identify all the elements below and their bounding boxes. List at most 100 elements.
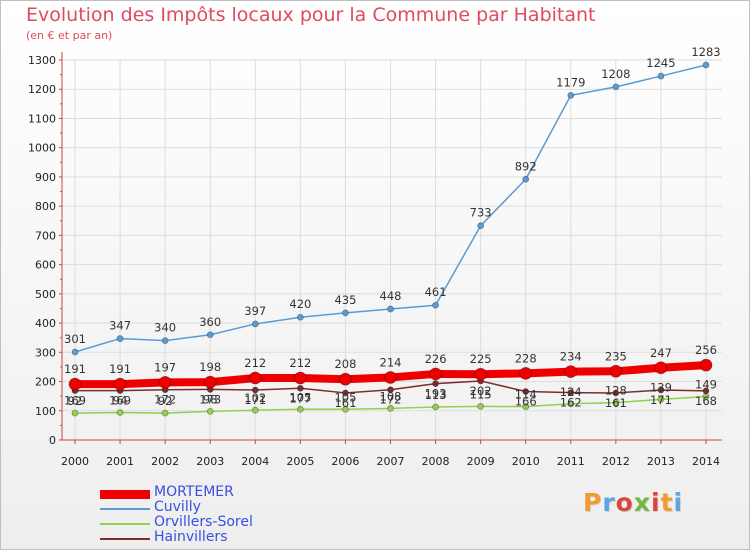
data-label-cuvilly: 892 <box>515 159 537 173</box>
data-point-orvillers-sorel <box>567 400 575 408</box>
data-point-mortemer <box>68 377 82 391</box>
data-point-cuvilly <box>702 61 710 69</box>
data-point-cuvilly <box>71 348 79 356</box>
data-point-orvillers-sorel <box>432 403 439 411</box>
data-label-mortemer: 208 <box>334 357 356 371</box>
data-label-orvillers-sorel: 108 <box>380 389 402 403</box>
data-label-hainvillers: 171 <box>244 393 266 407</box>
data-point-cuvilly <box>612 83 620 91</box>
data-label-hainvillers: 162 <box>560 396 582 410</box>
legend-swatch-orvillers-sorel <box>100 523 150 525</box>
x-tick-label: 2001 <box>106 455 134 468</box>
x-tick-label: 2008 <box>422 455 450 468</box>
x-tick-label: 2010 <box>512 455 540 468</box>
data-point-cuvilly <box>206 331 214 339</box>
y-tick-label: 900 <box>35 171 56 184</box>
data-label-hainvillers: 161 <box>334 396 356 410</box>
data-label-mortemer: 228 <box>515 351 537 365</box>
data-label-cuvilly: 1179 <box>556 75 585 89</box>
data-point-mortemer <box>158 376 172 389</box>
y-tick-label: 800 <box>35 200 56 213</box>
data-label-hainvillers: 168 <box>695 394 717 408</box>
data-point-hainvillers <box>522 388 530 395</box>
data-point-orvillers-sorel <box>296 405 304 413</box>
x-tick-label: 2012 <box>602 455 630 468</box>
y-tick-label: 1100 <box>28 112 56 125</box>
data-label-mortemer: 226 <box>425 352 447 366</box>
data-point-hainvillers <box>612 389 620 397</box>
data-label-cuvilly: 397 <box>244 304 266 318</box>
data-point-orvillers-sorel <box>387 405 394 412</box>
data-point-mortemer <box>519 366 533 380</box>
data-label-hainvillers: 177 <box>289 391 311 405</box>
legend-swatch-cuvilly <box>100 508 150 510</box>
data-point-cuvilly <box>342 309 349 317</box>
data-point-orvillers-sorel <box>657 395 665 403</box>
data-point-orvillers-sorel <box>161 409 169 417</box>
data-label-cuvilly: 1245 <box>646 56 675 70</box>
data-point-cuvilly <box>251 320 259 328</box>
data-point-orvillers-sorel <box>251 406 259 414</box>
x-tick-label: 2005 <box>286 455 314 468</box>
data-label-hainvillers: 173 <box>199 392 221 406</box>
data-label-hainvillers: 161 <box>605 396 627 410</box>
data-point-cuvilly <box>296 313 304 321</box>
proxiti-logo: Proxiti <box>583 488 684 517</box>
data-point-orvillers-sorel <box>71 409 79 417</box>
data-point-mortemer <box>339 372 352 386</box>
y-tick-label: 400 <box>35 317 56 330</box>
data-point-mortemer <box>654 361 668 375</box>
data-label-hainvillers: 202 <box>470 384 492 398</box>
data-point-cuvilly <box>477 222 485 230</box>
data-point-mortemer <box>429 367 442 381</box>
legend-label-mortemer: MORTEMER <box>154 484 234 500</box>
data-label-mortemer: 247 <box>650 346 672 360</box>
data-label-mortemer: 256 <box>695 343 717 357</box>
data-point-cuvilly <box>116 335 124 342</box>
data-point-cuvilly <box>387 305 394 313</box>
data-label-mortemer: 191 <box>109 362 131 376</box>
data-label-cuvilly: 448 <box>380 289 402 303</box>
x-tick-label: 2006 <box>331 455 359 468</box>
data-label-hainvillers: 171 <box>650 393 672 407</box>
data-label-mortemer: 225 <box>470 352 492 366</box>
data-label-hainvillers: 172 <box>154 393 176 407</box>
data-label-cuvilly: 1283 <box>691 45 720 59</box>
data-point-hainvillers <box>657 386 665 394</box>
data-point-mortemer <box>293 371 307 385</box>
data-label-orvillers-sorel: 92 <box>158 394 173 408</box>
data-label-cuvilly: 461 <box>425 285 447 299</box>
data-label-hainvillers: 169 <box>64 394 86 408</box>
data-point-hainvillers <box>342 389 349 397</box>
data-point-hainvillers <box>567 389 575 397</box>
data-label-cuvilly: 1208 <box>601 67 630 81</box>
data-label-orvillers-sorel: 105 <box>289 390 311 404</box>
data-label-mortemer: 235 <box>605 349 627 363</box>
y-tick-label: 300 <box>35 346 56 359</box>
y-tick-label: 700 <box>35 229 56 242</box>
legend-label-hainvillers: Hainvillers <box>154 529 228 545</box>
data-point-mortemer <box>248 371 262 385</box>
data-point-hainvillers <box>296 384 304 392</box>
legend-swatch-mortemer <box>100 489 150 499</box>
data-point-hainvillers <box>251 386 259 394</box>
data-point-cuvilly <box>657 72 665 80</box>
x-tick-label: 2000 <box>61 455 89 468</box>
y-tick-label: 0 <box>49 434 56 447</box>
data-label-hainvillers: 193 <box>425 387 447 401</box>
y-tick-label: 1000 <box>28 142 56 155</box>
data-point-cuvilly <box>567 91 575 99</box>
data-label-cuvilly: 420 <box>289 297 311 311</box>
data-label-mortemer: 197 <box>154 360 176 374</box>
data-label-mortemer: 214 <box>380 355 402 369</box>
legend-label-cuvilly: Cuvilly <box>154 499 201 515</box>
x-tick-label: 2011 <box>557 455 585 468</box>
x-tick-label: 2009 <box>467 455 495 468</box>
data-label-hainvillers: 166 <box>515 394 537 408</box>
data-label-orvillers-sorel: 114 <box>515 388 537 402</box>
legend-label-orvillers-sorel: Orvillers-Sorel <box>154 514 253 530</box>
data-point-orvillers-sorel <box>342 405 349 413</box>
data-point-orvillers-sorel <box>612 399 620 406</box>
x-tick-label: 2004 <box>241 455 269 468</box>
